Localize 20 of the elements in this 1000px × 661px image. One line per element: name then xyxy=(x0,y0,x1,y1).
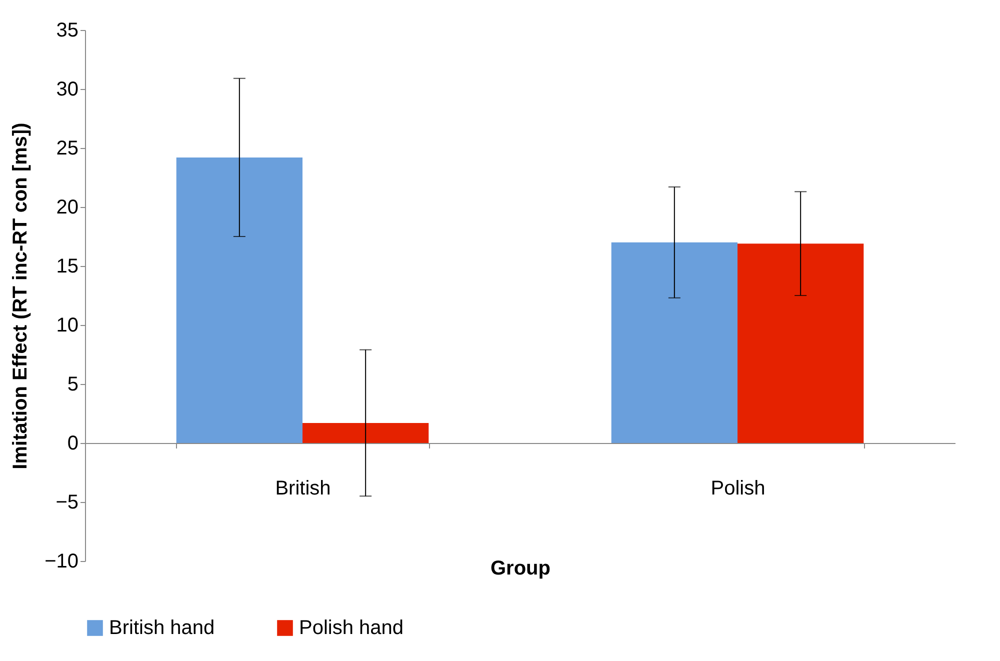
y-tick-label: 5 xyxy=(67,374,78,396)
bar xyxy=(176,157,302,443)
x-tick-label: British xyxy=(275,478,331,500)
y-tick-label: 35 xyxy=(56,20,78,42)
y-tick-label: 20 xyxy=(56,196,78,218)
y-tick-label: −10 xyxy=(44,550,78,572)
bar xyxy=(302,422,429,443)
y-axis-title: Imitation Effect (RT inc-RT con [ms]) xyxy=(10,122,32,470)
x-tick-label: Polish xyxy=(710,478,766,500)
bar xyxy=(611,242,738,443)
y-tick-label: 0 xyxy=(67,432,78,454)
y-tick-label: 15 xyxy=(56,256,78,278)
bar xyxy=(738,244,864,443)
y-tick-label: −5 xyxy=(56,492,78,514)
x-axis-title: Group xyxy=(490,558,550,580)
y-tick-label: 25 xyxy=(56,138,78,160)
legend-label: British hand xyxy=(109,617,215,639)
legend-label: Polish hand xyxy=(299,617,404,639)
y-tick-label: 30 xyxy=(56,78,78,100)
y-tick-label: 10 xyxy=(56,314,78,336)
